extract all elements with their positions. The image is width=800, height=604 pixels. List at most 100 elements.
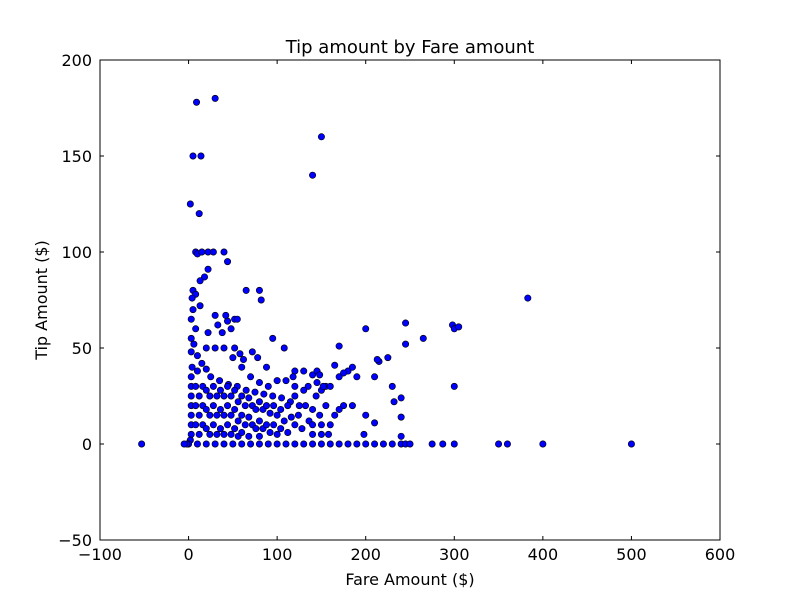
data-point — [300, 440, 308, 448]
data-point — [627, 440, 635, 448]
data-point — [269, 392, 277, 400]
data-point — [242, 286, 250, 294]
data-point — [313, 379, 321, 387]
data-point — [192, 325, 200, 333]
data-point — [189, 152, 197, 160]
data-point — [202, 405, 210, 413]
data-point — [388, 440, 396, 448]
data-point — [207, 373, 215, 381]
data-point — [322, 402, 330, 410]
y-tick-label: 0 — [82, 435, 92, 454]
data-point — [397, 413, 405, 421]
data-point — [187, 430, 195, 438]
data-point — [397, 432, 405, 440]
data-point — [241, 421, 249, 429]
data-point — [213, 411, 221, 419]
data-point — [201, 273, 209, 281]
data-point — [231, 344, 239, 352]
data-point — [524, 294, 532, 302]
data-point — [231, 386, 239, 394]
data-point — [202, 365, 210, 373]
data-point — [263, 421, 271, 429]
data-point — [238, 392, 246, 400]
data-point — [224, 382, 232, 390]
data-point — [397, 394, 405, 402]
data-point — [206, 411, 214, 419]
data-point — [254, 354, 262, 362]
data-point — [186, 200, 194, 208]
data-point — [187, 334, 195, 342]
data-point — [287, 413, 295, 421]
data-point — [277, 425, 285, 433]
data-point — [187, 348, 195, 356]
data-point — [439, 440, 447, 448]
data-point — [300, 367, 308, 375]
data-point — [220, 344, 228, 352]
data-point — [192, 421, 200, 429]
data-point — [211, 94, 219, 102]
data-point — [270, 402, 278, 410]
data-point — [190, 340, 198, 348]
data-point — [309, 371, 317, 379]
data-point — [202, 344, 210, 352]
data-point — [192, 382, 200, 390]
data-point — [291, 382, 299, 390]
data-point — [227, 411, 235, 419]
plot-frame — [99, 59, 721, 541]
data-point — [277, 405, 285, 413]
data-point — [227, 430, 235, 438]
data-point — [196, 277, 204, 285]
data-point — [304, 382, 312, 390]
data-point — [193, 352, 201, 360]
data-point — [192, 402, 200, 410]
data-point — [214, 321, 222, 329]
data-point — [326, 382, 334, 390]
data-point — [195, 430, 203, 438]
y-tick-label: 150 — [61, 147, 92, 166]
x-axis: −100 0 100 200 300 400 500 600 — [78, 60, 735, 564]
data-point — [335, 342, 343, 350]
data-point — [245, 432, 253, 440]
data-point — [202, 440, 210, 448]
data-point — [340, 369, 348, 377]
data-point — [195, 210, 203, 218]
data-point — [360, 430, 368, 438]
y-tick-label: 100 — [61, 243, 92, 262]
data-point — [319, 382, 327, 390]
data-point — [238, 363, 246, 371]
data-point — [213, 392, 221, 400]
data-point — [264, 440, 272, 448]
data-point — [362, 325, 370, 333]
data-point — [373, 356, 381, 364]
data-point — [251, 388, 259, 396]
data-point — [295, 402, 303, 410]
data-point — [388, 382, 396, 390]
data-point — [353, 440, 361, 448]
data-point — [284, 402, 292, 410]
data-point — [316, 371, 324, 379]
x-tick-label: −100 — [78, 545, 122, 564]
data-point — [189, 306, 197, 314]
data-point — [138, 440, 146, 448]
data-point — [255, 432, 263, 440]
data-point — [371, 373, 379, 381]
data-point — [187, 392, 195, 400]
data-point — [371, 440, 379, 448]
data-point — [227, 392, 235, 400]
data-point — [198, 248, 206, 256]
data-point — [224, 317, 232, 325]
data-point — [406, 440, 414, 448]
y-tick-label: −50 — [58, 531, 92, 550]
x-tick-label: 500 — [616, 545, 647, 564]
x-axis-label: Fare Amount ($) — [345, 570, 474, 589]
data-point — [348, 363, 356, 371]
data-point — [379, 440, 387, 448]
data-point — [282, 440, 290, 448]
data-point — [220, 430, 228, 438]
data-point — [455, 323, 463, 331]
points-layer — [138, 94, 635, 448]
data-point — [331, 361, 339, 369]
data-point — [309, 440, 317, 448]
data-point — [245, 394, 253, 402]
